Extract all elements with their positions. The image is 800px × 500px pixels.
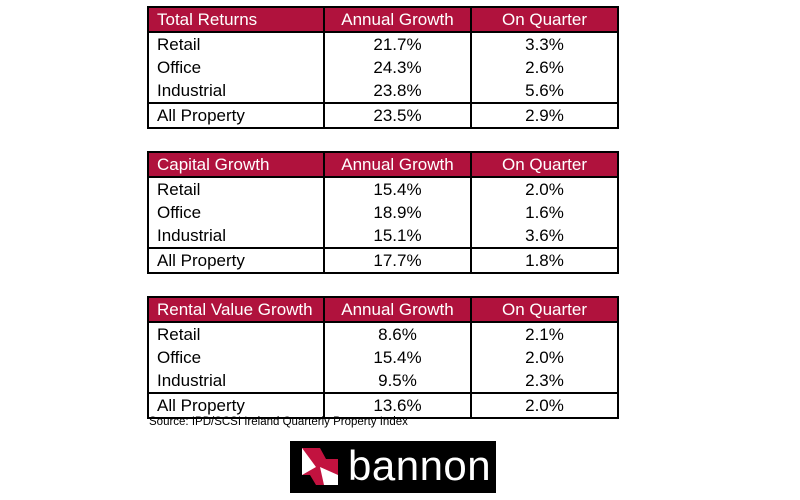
header-label: Rental Value Growth <box>147 296 325 323</box>
table-header-row: Capital Growth Annual Growth On Quarter <box>147 151 619 178</box>
table-row: Industrial 15.1% 3.6% <box>147 224 619 248</box>
header-label: Capital Growth <box>147 151 325 178</box>
annual-growth-value: 23.8% <box>323 79 472 103</box>
capital-growth-table: Capital Growth Annual Growth On Quarter … <box>147 151 619 274</box>
on-quarter-value: 2.9% <box>470 102 619 129</box>
annual-growth-value: 24.3% <box>323 56 472 79</box>
total-returns-table: Total Returns Annual Growth On Quarter R… <box>147 6 619 129</box>
table-row: Industrial 23.8% 5.6% <box>147 79 619 103</box>
annual-growth-value: 15.4% <box>323 177 472 201</box>
table-row: Retail 15.4% 2.0% <box>147 177 619 201</box>
on-quarter-value: 2.0% <box>470 177 619 201</box>
header-annual-growth: Annual Growth <box>323 6 472 33</box>
row-label: All Property <box>147 247 325 274</box>
on-quarter-value: 2.1% <box>470 322 619 346</box>
on-quarter-value: 5.6% <box>470 79 619 103</box>
row-label: Retail <box>147 322 325 346</box>
annual-growth-value: 17.7% <box>323 247 472 274</box>
row-label: Industrial <box>147 369 325 393</box>
annual-growth-value: 15.4% <box>323 346 472 369</box>
on-quarter-value: 1.8% <box>470 247 619 274</box>
source-note: Source: IPD/SCSI Ireland Quarterly Prope… <box>149 416 408 428</box>
bannon-logo-mark-icon <box>302 448 338 485</box>
table-header-row: Total Returns Annual Growth On Quarter <box>147 6 619 33</box>
rental-value-growth-table: Rental Value Growth Annual Growth On Qua… <box>147 296 619 419</box>
table-row: Retail 21.7% 3.3% <box>147 32 619 56</box>
table-row: Industrial 9.5% 2.3% <box>147 369 619 393</box>
on-quarter-value: 2.3% <box>470 369 619 393</box>
row-label: Industrial <box>147 79 325 103</box>
header-on-quarter: On Quarter <box>470 296 619 323</box>
on-quarter-value: 3.3% <box>470 32 619 56</box>
table-header-row: Rental Value Growth Annual Growth On Qua… <box>147 296 619 323</box>
row-label: Office <box>147 56 325 79</box>
logo-wordmark: bannon <box>348 442 492 489</box>
table-total-row: All Property 17.7% 1.8% <box>147 247 619 274</box>
row-label: Retail <box>147 32 325 56</box>
table-row: Office 15.4% 2.0% <box>147 346 619 369</box>
annual-growth-value: 21.7% <box>323 32 472 56</box>
annual-growth-value: 18.9% <box>323 201 472 224</box>
on-quarter-value: 2.0% <box>470 346 619 369</box>
table-row: Office 18.9% 1.6% <box>147 201 619 224</box>
header-label: Total Returns <box>147 6 325 33</box>
row-label: Industrial <box>147 224 325 248</box>
table-row: Retail 8.6% 2.1% <box>147 322 619 346</box>
row-label: All Property <box>147 392 325 419</box>
row-label: Retail <box>147 177 325 201</box>
on-quarter-value: 1.6% <box>470 201 619 224</box>
annual-growth-value: 13.6% <box>323 392 472 419</box>
on-quarter-value: 2.6% <box>470 56 619 79</box>
header-annual-growth: Annual Growth <box>323 296 472 323</box>
annual-growth-value: 15.1% <box>323 224 472 248</box>
row-label: All Property <box>147 102 325 129</box>
header-on-quarter: On Quarter <box>470 151 619 178</box>
table-row: Office 24.3% 2.6% <box>147 56 619 79</box>
annual-growth-value: 8.6% <box>323 322 472 346</box>
on-quarter-value: 2.0% <box>470 392 619 419</box>
table-total-row: All Property 23.5% 2.9% <box>147 102 619 129</box>
annual-growth-value: 23.5% <box>323 102 472 129</box>
table-total-row: All Property 13.6% 2.0% <box>147 392 619 419</box>
header-on-quarter: On Quarter <box>470 6 619 33</box>
bannon-logo: bannon <box>290 441 496 493</box>
on-quarter-value: 3.6% <box>470 224 619 248</box>
annual-growth-value: 9.5% <box>323 369 472 393</box>
row-label: Office <box>147 346 325 369</box>
row-label: Office <box>147 201 325 224</box>
header-annual-growth: Annual Growth <box>323 151 472 178</box>
